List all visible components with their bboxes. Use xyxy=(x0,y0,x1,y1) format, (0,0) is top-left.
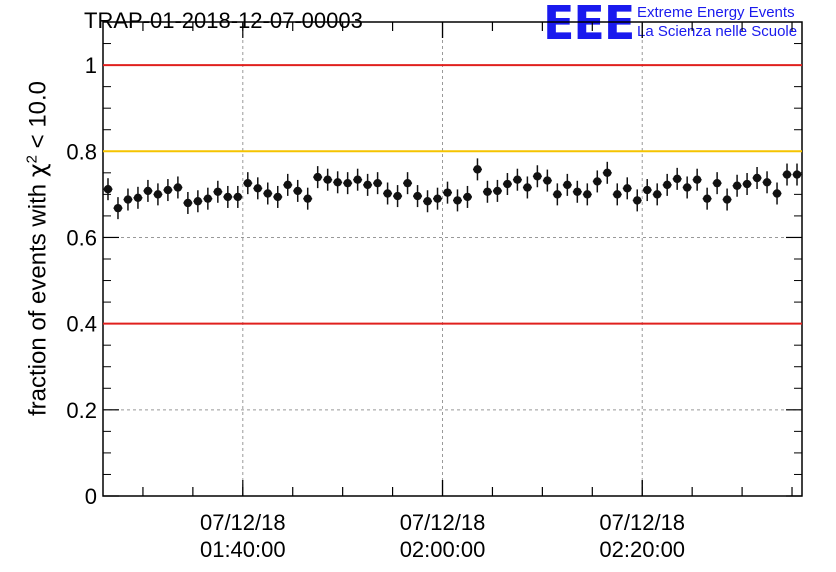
data-point xyxy=(363,180,372,190)
data-point xyxy=(573,187,582,196)
data-point xyxy=(123,195,133,204)
x-tick-date-label: 07/12/18 xyxy=(599,510,685,535)
data-point xyxy=(782,170,792,179)
data-point xyxy=(672,174,682,184)
data-point xyxy=(233,192,243,202)
data-point xyxy=(553,190,562,199)
y-tick-label: 1 xyxy=(85,53,97,78)
y-tick-label: 0.8 xyxy=(66,139,97,164)
y-tick-label: 0.6 xyxy=(66,225,97,250)
data-point xyxy=(163,185,173,195)
data-point xyxy=(633,196,642,205)
logo-line-1: Extreme Energy Events xyxy=(637,4,795,21)
data-point xyxy=(702,194,712,203)
data-point xyxy=(213,187,223,196)
data-point xyxy=(792,170,802,179)
data-point xyxy=(523,183,532,192)
x-tick-time-label: 02:00:00 xyxy=(400,537,486,562)
eee-logo-icon: EEE xyxy=(543,0,635,50)
data-point xyxy=(133,193,143,203)
data-point xyxy=(413,191,422,201)
logo-line-2: La Scienza nelle Scuole xyxy=(637,23,798,40)
data-point xyxy=(483,187,492,196)
data-point xyxy=(742,179,752,189)
data-point xyxy=(603,168,612,178)
data-point xyxy=(543,176,552,185)
data-point xyxy=(653,190,662,199)
data-point xyxy=(373,178,382,188)
data-point xyxy=(403,178,412,188)
plot-title: TRAP-01-2018-12-07-00003 xyxy=(84,8,363,33)
data-point xyxy=(183,198,193,208)
data-point xyxy=(613,190,622,199)
data-point xyxy=(503,179,512,189)
y-tick-label: 0.4 xyxy=(66,312,97,337)
data-point xyxy=(283,180,292,190)
data-point xyxy=(263,189,272,198)
data-point xyxy=(143,186,153,196)
data-point xyxy=(712,178,722,188)
data-point xyxy=(273,192,282,202)
data-point xyxy=(682,183,692,192)
data-point xyxy=(423,197,432,206)
data-point xyxy=(692,175,702,184)
x-tick-date-label: 07/12/18 xyxy=(200,510,286,535)
data-point xyxy=(113,203,123,213)
data-point xyxy=(473,165,482,174)
plot-frame xyxy=(102,21,803,497)
data-point xyxy=(243,178,252,188)
data-point xyxy=(513,175,522,184)
data-point xyxy=(343,178,352,188)
data-point xyxy=(323,175,332,184)
data-point xyxy=(762,178,772,187)
data-point xyxy=(433,194,442,203)
data-point xyxy=(443,188,452,197)
data-point xyxy=(593,177,602,186)
data-point xyxy=(293,186,302,196)
data-point xyxy=(303,194,312,203)
data-point xyxy=(662,180,672,190)
data-point xyxy=(353,175,362,184)
data-point xyxy=(563,180,572,190)
data-point xyxy=(493,186,502,196)
data-point xyxy=(313,172,322,182)
data-point xyxy=(153,190,163,199)
x-tick-time-label: 01:40:00 xyxy=(200,537,286,562)
data-point xyxy=(752,173,762,183)
data-point xyxy=(772,189,782,198)
data-point xyxy=(393,191,402,201)
data-point xyxy=(533,172,542,181)
data-point xyxy=(623,184,632,193)
data-point xyxy=(203,194,213,203)
data-point xyxy=(333,178,342,187)
data-point xyxy=(223,192,233,202)
data-point xyxy=(173,183,183,192)
data-point xyxy=(643,185,652,195)
data-point xyxy=(453,196,462,205)
data-point xyxy=(583,190,592,199)
data-point xyxy=(193,197,203,206)
data-point xyxy=(103,184,113,194)
y-tick-label: 0 xyxy=(85,484,97,509)
x-tick-date-label: 07/12/18 xyxy=(400,510,486,535)
data-point xyxy=(253,184,262,193)
data-point xyxy=(722,195,732,204)
data-point xyxy=(732,181,742,190)
logo-caption: Extreme Energy Events La Scienza nelle S… xyxy=(637,3,797,41)
data-point xyxy=(463,192,472,202)
data-point xyxy=(383,189,392,198)
x-tick-time-label: 02:20:00 xyxy=(599,537,685,562)
y-tick-label: 0.2 xyxy=(66,398,97,423)
